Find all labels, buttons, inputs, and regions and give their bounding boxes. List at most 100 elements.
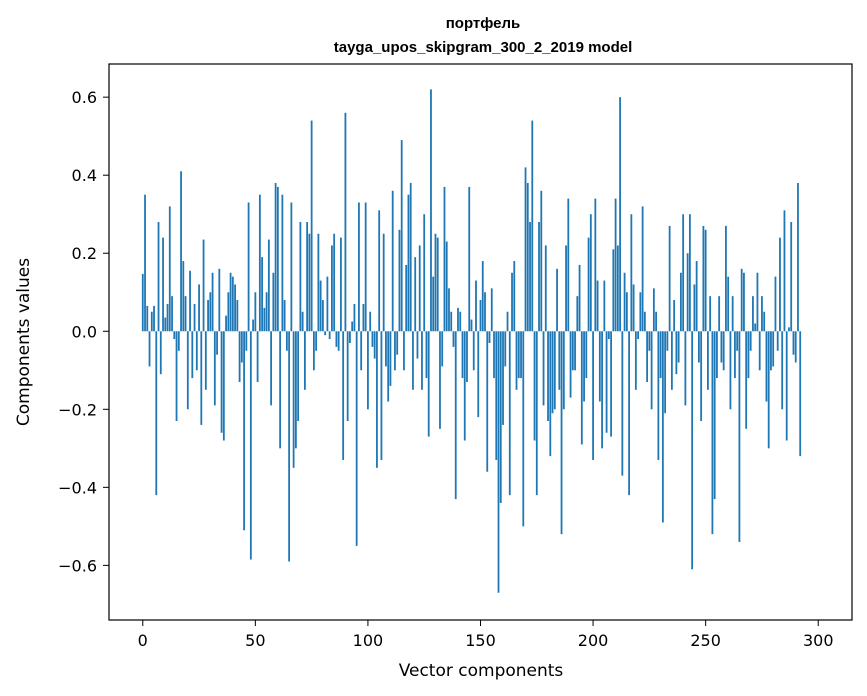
bar-211	[616, 245, 619, 332]
bar-10	[164, 317, 167, 332]
bar-261	[729, 331, 732, 410]
bar-288	[790, 222, 793, 332]
bar-291	[797, 183, 799, 332]
bar-1	[144, 194, 146, 332]
bar-208	[610, 331, 612, 437]
bar-128	[430, 89, 432, 332]
bar-206	[605, 331, 608, 433]
bar-65	[288, 331, 291, 562]
bar-108	[385, 331, 387, 367]
bar-144	[466, 331, 468, 382]
bar-26	[200, 331, 203, 425]
bar-89	[342, 331, 345, 461]
bar-225	[648, 331, 651, 351]
bar-292	[799, 331, 802, 457]
bar-192	[574, 331, 576, 371]
bar-228	[655, 311, 658, 332]
bar-47	[247, 202, 250, 332]
bar-20	[186, 331, 189, 410]
bar-154	[488, 331, 491, 343]
bar-70	[299, 222, 302, 332]
bar-96	[358, 202, 360, 332]
bar-16	[177, 331, 180, 351]
bar-212	[619, 97, 621, 332]
bar-2	[146, 305, 149, 332]
bar-127	[427, 331, 430, 437]
bar-52	[258, 194, 261, 332]
x-tick-label: 50	[245, 631, 265, 650]
bar-34	[218, 268, 221, 332]
bar-193	[576, 296, 579, 332]
bar-258	[722, 331, 725, 371]
bar-116	[403, 331, 405, 371]
bar-145	[468, 186, 471, 332]
x-axis-label: Vector components	[399, 661, 564, 681]
bar-171	[526, 183, 529, 332]
bar-218	[632, 284, 635, 332]
y-axis-ticks: −0.6 −0.4 −0.2 0.0 0.2 0.4 0.6	[58, 88, 109, 575]
bar-5	[153, 305, 155, 332]
bar-217	[630, 214, 633, 332]
bar-6	[155, 331, 158, 496]
bar-284	[781, 331, 784, 410]
bar-195	[580, 331, 583, 445]
bars-group	[141, 89, 802, 593]
bar-126	[425, 331, 428, 379]
bar-74	[308, 233, 311, 332]
bar-254	[713, 331, 716, 500]
bar-236	[673, 300, 676, 332]
bar-56	[267, 239, 270, 332]
bar-38	[227, 292, 230, 332]
bar-169	[522, 331, 525, 527]
bar-100	[367, 331, 369, 410]
bar-137	[450, 311, 453, 332]
bar-220	[637, 331, 640, 340]
bar-152	[484, 292, 486, 332]
bar-46	[245, 331, 248, 351]
bar-25	[198, 284, 200, 332]
bar-177	[540, 190, 543, 332]
bar-162	[506, 311, 509, 332]
bar-61	[279, 331, 282, 449]
bar-223	[643, 311, 646, 332]
bar-253	[711, 331, 714, 535]
bar-54	[263, 307, 266, 332]
y-tick-label: 0.0	[72, 322, 97, 341]
bar-166	[515, 331, 518, 390]
bar-210	[614, 198, 617, 332]
bar-248	[700, 331, 703, 422]
x-tick-label: 0	[138, 631, 148, 650]
bar-28	[204, 331, 207, 390]
bar-75	[310, 120, 313, 332]
bar-63	[283, 300, 286, 332]
bar-64	[285, 331, 288, 351]
bar-40	[231, 276, 234, 332]
bar-53	[261, 257, 263, 332]
bar-120	[412, 331, 414, 390]
bar-155	[490, 288, 493, 332]
x-tick-label: 250	[690, 631, 721, 650]
x-tick-label: 200	[578, 631, 609, 650]
bar-112	[394, 331, 396, 371]
bar-209	[612, 249, 615, 332]
bar-173	[531, 120, 534, 332]
bar-216	[628, 331, 630, 496]
bar-107	[382, 233, 385, 332]
bar-167	[517, 331, 520, 379]
bar-134	[443, 186, 446, 332]
bar-161	[504, 331, 507, 367]
bar-268	[745, 331, 748, 429]
bar-71	[301, 311, 304, 332]
bar-207	[607, 331, 610, 340]
bar-219	[634, 331, 637, 390]
bar-0	[141, 273, 144, 332]
bar-170	[524, 167, 527, 332]
bar-69	[297, 331, 300, 422]
bar-132	[439, 331, 441, 429]
bar-191	[571, 331, 574, 371]
bar-8	[159, 331, 162, 375]
bar-13	[171, 296, 173, 332]
bar-110	[389, 331, 392, 386]
bar-139	[454, 331, 457, 500]
